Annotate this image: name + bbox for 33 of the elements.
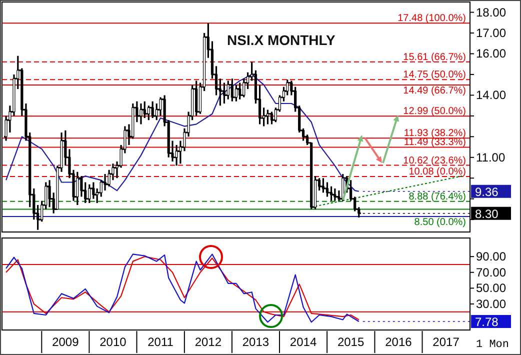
x-tick-label: 2017 bbox=[432, 335, 460, 349]
ref-line-label: 17.48 (100.0%) bbox=[398, 13, 466, 24]
x-tick-label: 2010 bbox=[100, 335, 127, 349]
x-tick-label: 2011 bbox=[148, 335, 174, 349]
x-tick-label: 2013 bbox=[242, 335, 270, 349]
ref-line-label: 14.75 (50.0%) bbox=[403, 70, 466, 81]
y-tick-label: 11.00 bbox=[476, 150, 506, 164]
ref-line-label: 10.62 (23.6%) bbox=[403, 155, 466, 166]
ref-line-label: 8.50 (0.0%) bbox=[414, 216, 466, 228]
x-tick-label: 2009 bbox=[52, 335, 80, 349]
annotation: 9.36 bbox=[475, 184, 499, 199]
y-tick-label: 90.00 bbox=[476, 250, 506, 264]
y-tick-label: 70.00 bbox=[476, 265, 506, 280]
y-tick-label: 16.00 bbox=[476, 46, 506, 61]
ref-line-label: 11.93 (38.2%) bbox=[404, 128, 466, 140]
x-tick-label: 2012 bbox=[194, 335, 222, 349]
text: 1 Mon bbox=[476, 339, 510, 351]
text: NSI.X MONTHLY bbox=[227, 32, 336, 48]
annotation: 8.30 bbox=[475, 206, 499, 221]
x-tick-label: 2014 bbox=[290, 335, 317, 349]
ref-line-label: 14.49 (66.7%) bbox=[403, 86, 466, 97]
ref-line-label: 10.08 (0.0%) bbox=[408, 166, 466, 178]
ref-line-label: 8.88 (76.4%) bbox=[408, 191, 466, 202]
y-tick-label: 30.00 bbox=[476, 296, 506, 311]
annotation: 7.78 bbox=[475, 314, 499, 329]
y-tick-label: 50.00 bbox=[476, 281, 506, 296]
x-tick-label: 2015 bbox=[337, 335, 364, 349]
ref-line-label: 15.61 (66.7%) bbox=[403, 52, 466, 63]
ref-line-label: 12.99 (50.0%) bbox=[403, 106, 466, 118]
y-tick-label: 18.00 bbox=[476, 5, 506, 20]
y-tick-label: 14.00 bbox=[476, 88, 506, 102]
x-tick-label: 2016 bbox=[385, 335, 412, 349]
y-tick-label: 17.00 bbox=[476, 26, 506, 40]
